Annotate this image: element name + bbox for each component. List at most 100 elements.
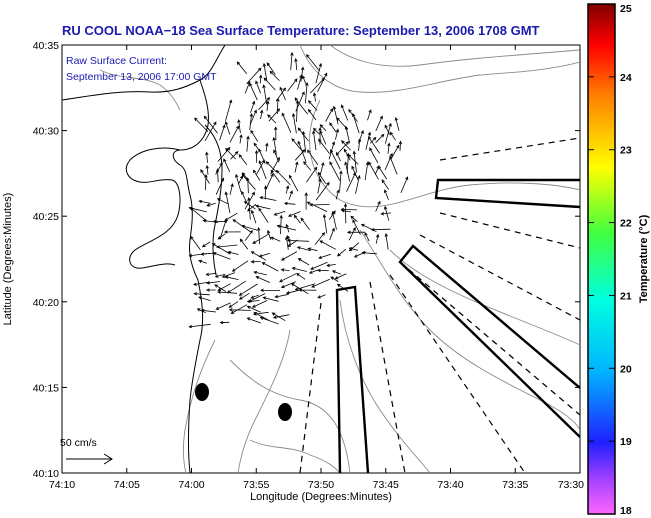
colorbar-tick-label: 18 <box>620 505 632 517</box>
current-vector <box>258 207 269 223</box>
current-vector <box>317 72 328 93</box>
current-vector <box>298 288 317 292</box>
current-vector <box>340 207 358 212</box>
current-vector <box>244 229 253 241</box>
current-vector <box>188 323 211 329</box>
current-vector <box>335 189 340 200</box>
current-vector <box>331 211 337 230</box>
contour-line-2 <box>329 45 580 67</box>
current-vector <box>287 211 301 217</box>
current-vector <box>301 130 307 153</box>
colorbar-label: Temperature (°C) <box>638 214 650 303</box>
current-vector <box>290 51 294 71</box>
current-vector <box>193 281 210 286</box>
current-vector <box>288 190 293 200</box>
current-vector <box>368 136 380 154</box>
current-vector <box>270 169 281 183</box>
colorbar-tick-label: 23 <box>620 145 632 157</box>
current-vector <box>285 236 289 250</box>
current-vector <box>266 62 276 75</box>
current-vector <box>370 227 391 232</box>
current-vector <box>272 314 290 319</box>
current-vector <box>262 62 268 82</box>
sector-diagonal <box>398 244 580 438</box>
current-vector <box>361 251 377 255</box>
current-vector <box>319 130 327 145</box>
current-vector <box>241 173 256 190</box>
current-vector <box>249 109 257 126</box>
current-vector <box>303 161 312 171</box>
current-vector <box>317 171 327 184</box>
current-vector <box>318 161 325 181</box>
current-vector <box>355 174 361 194</box>
x-axis-ticks: 74:10 74:05 74:00 73:55 73:50 73:45 73:40 73:35… <box>49 45 584 491</box>
current-vector <box>221 272 236 278</box>
inset-line-2: September 13, 2006 17:00 GMT <box>66 71 217 83</box>
current-vector <box>375 233 380 244</box>
current-vector <box>307 149 319 166</box>
current-vector <box>291 138 302 150</box>
current-vector <box>283 201 296 206</box>
current-vector <box>217 146 231 162</box>
coastline-inlet <box>125 147 181 269</box>
current-vector <box>314 232 326 245</box>
current-vector <box>381 179 390 190</box>
y-tick-label: 40:30 <box>33 126 59 138</box>
current-vector <box>310 261 328 270</box>
current-vector <box>291 112 297 134</box>
current-vector <box>273 126 278 141</box>
current-vector <box>285 289 301 295</box>
current-vector <box>297 74 303 90</box>
current-vector <box>246 317 261 324</box>
current-vector <box>190 207 208 222</box>
y-tick-label: 40:25 <box>33 211 59 223</box>
current-vector <box>398 140 403 151</box>
current-vector <box>213 219 226 223</box>
y-tick-label: 40:35 <box>33 40 59 52</box>
current-vector <box>369 147 379 164</box>
current-vector <box>241 224 258 231</box>
current-vector <box>219 320 230 325</box>
colorbar-tick-label: 22 <box>620 218 632 230</box>
current-vector <box>306 201 328 212</box>
current-vector <box>300 217 311 231</box>
current-vector <box>307 247 318 252</box>
current-vector <box>225 147 236 160</box>
current-vector <box>246 135 250 152</box>
current-vector <box>267 114 277 124</box>
current-vector <box>350 215 358 223</box>
current-vector <box>263 185 268 200</box>
current-vector <box>384 205 390 221</box>
current-vector <box>266 100 270 112</box>
current-vector <box>273 210 286 216</box>
current-vector <box>228 301 239 308</box>
current-vector <box>305 82 309 104</box>
buoy-marker-west <box>195 383 209 401</box>
current-vector <box>194 117 209 132</box>
beam-line-3 <box>419 234 580 321</box>
current-vector <box>250 209 257 224</box>
current-vector <box>295 99 300 123</box>
current-vector <box>318 253 331 259</box>
current-vector <box>196 308 206 314</box>
current-vector <box>322 213 328 234</box>
current-vector <box>293 214 301 224</box>
current-vector <box>352 112 360 134</box>
current-vector <box>223 230 241 234</box>
current-vector <box>387 142 391 154</box>
current-vector <box>384 233 389 250</box>
current-vector <box>206 202 216 207</box>
beam-line-1 <box>439 137 580 161</box>
current-vector <box>377 165 388 180</box>
current-vector <box>265 173 274 190</box>
current-vector <box>223 158 231 172</box>
current-vector <box>279 214 283 235</box>
current-vector <box>315 62 323 84</box>
current-vector <box>275 169 291 186</box>
current-vector <box>205 164 209 175</box>
current-vector <box>253 270 267 276</box>
current-vector <box>317 294 326 299</box>
current-vector <box>375 200 381 212</box>
current-vector <box>400 176 409 194</box>
current-vector <box>306 166 318 183</box>
